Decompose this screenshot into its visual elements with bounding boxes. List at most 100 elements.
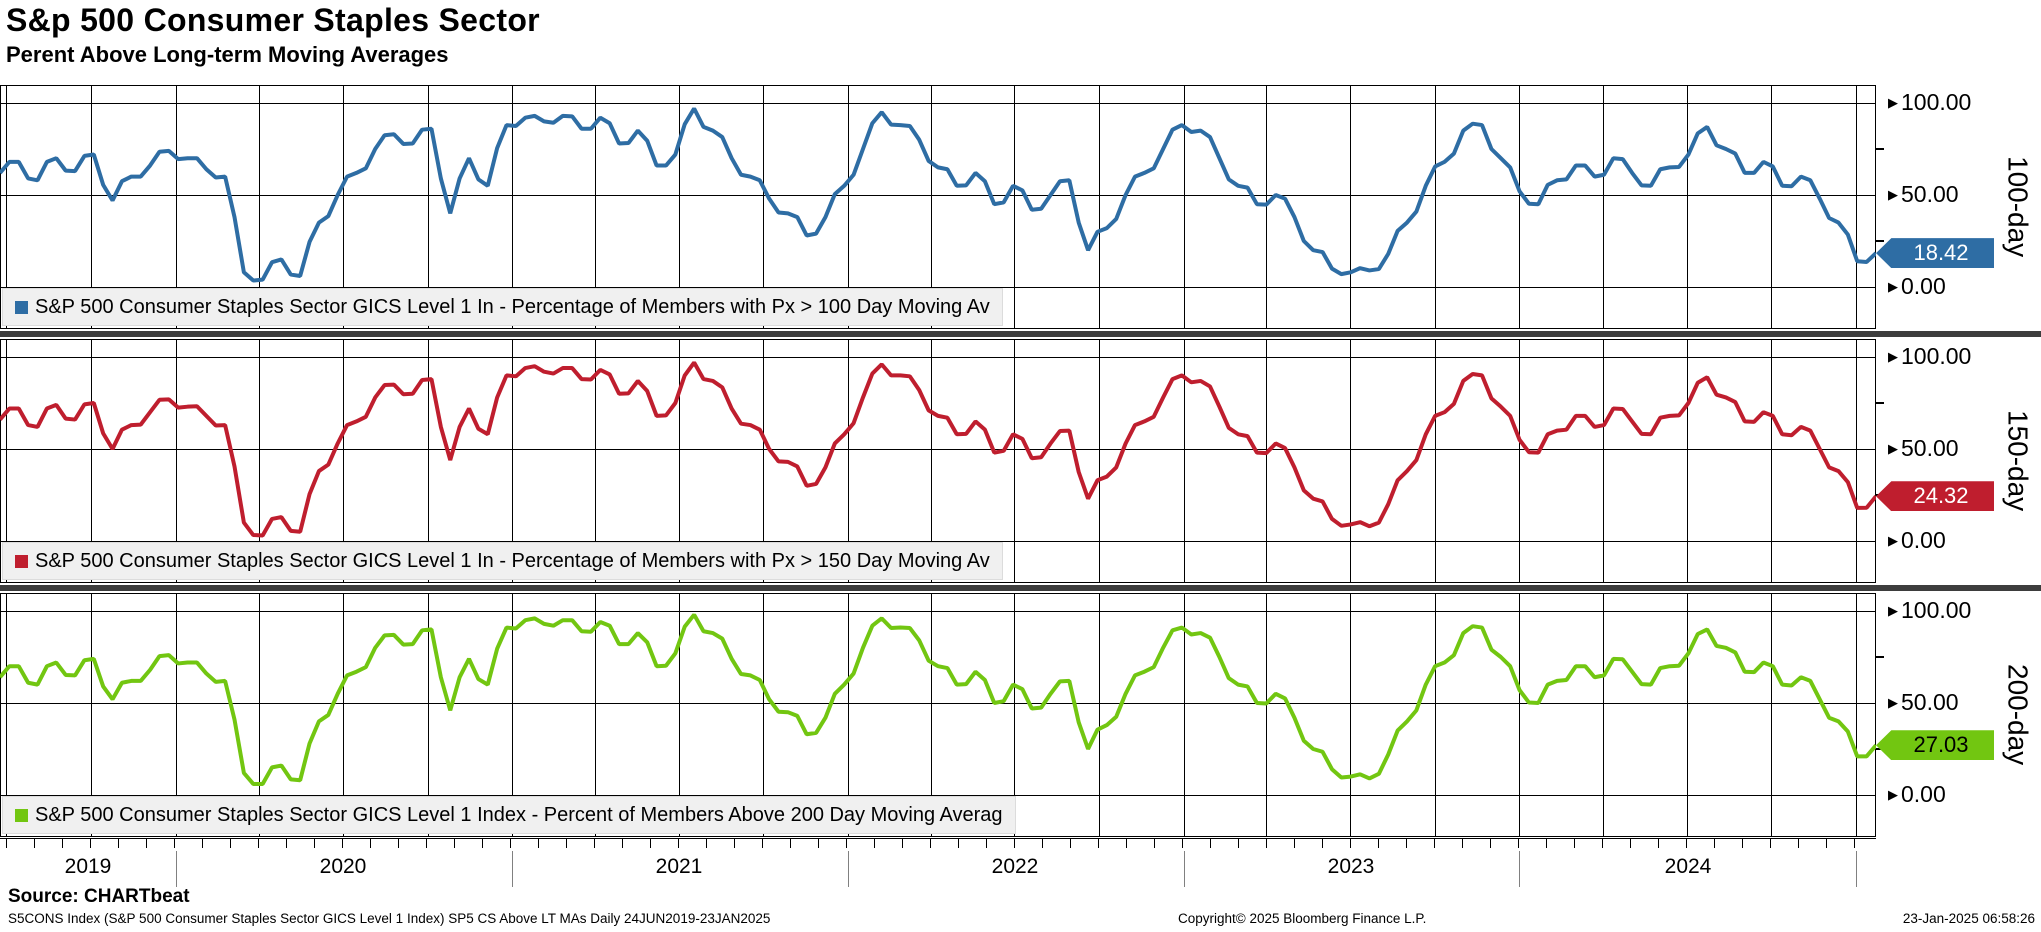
- month-tick: [1854, 839, 1855, 848]
- last-value-tag-150-day[interactable]: 24.32: [1876, 481, 1994, 512]
- month-tick: [762, 839, 763, 848]
- month-tick: [1322, 839, 1323, 848]
- plot-area-100-day[interactable]: S&P 500 Consumer Staples Sector GICS Lev…: [0, 85, 1876, 329]
- month-tick: [1266, 839, 1267, 848]
- panel-axis-title-150-day: 150-day: [2002, 410, 2034, 512]
- y-tick-100: ▶ 100.00: [1888, 89, 1972, 115]
- month-tick: [426, 839, 427, 848]
- minor-tick: [1876, 148, 1884, 150]
- month-tick: [706, 839, 707, 848]
- last-value-tag-200-day[interactable]: 27.03: [1876, 730, 1994, 761]
- legend-label: S&P 500 Consumer Staples Sector GICS Lev…: [35, 803, 1003, 826]
- month-tick: [538, 839, 539, 848]
- month-tick: [846, 839, 847, 848]
- year-separator: [1856, 851, 1857, 887]
- month-tick: [1378, 839, 1379, 848]
- tick-arrow-icon: ▶: [1888, 441, 1898, 456]
- ticker-description: S5CONS Index (S&P 500 Consumer Staples S…: [8, 911, 771, 926]
- month-tick: [1098, 839, 1099, 848]
- month-tick: [1630, 839, 1631, 848]
- year-separator: [1519, 851, 1520, 887]
- panel-100-day: S&P 500 Consumer Staples Sector GICS Lev…: [0, 85, 2041, 329]
- legend-label: S&P 500 Consumer Staples Sector GICS Lev…: [35, 295, 990, 318]
- month-tick: [874, 839, 875, 848]
- legend-swatch-green: [15, 808, 28, 822]
- tick-arrow-icon: ▶: [1888, 787, 1898, 802]
- month-tick: [930, 839, 931, 848]
- chart-title: S&p 500 Consumer Staples Sector: [6, 2, 540, 38]
- minor-tick: [1876, 656, 1884, 658]
- month-tick: [986, 839, 987, 848]
- month-tick: [1518, 839, 1519, 848]
- month-tick: [902, 839, 903, 848]
- month-tick: [1658, 839, 1659, 848]
- month-tick: [622, 839, 623, 848]
- month-tick: [370, 839, 371, 848]
- last-value-tag-100-day[interactable]: 18.42: [1876, 238, 1994, 269]
- year-separator: [512, 851, 513, 887]
- panel-150-day: S&P 500 Consumer Staples Sector GICS Lev…: [0, 339, 2041, 583]
- year-separator: [1184, 851, 1185, 887]
- month-tick: [1770, 839, 1771, 848]
- x-axis-year-label: 2019: [64, 855, 112, 878]
- month-tick: [1350, 839, 1351, 848]
- month-tick: [1294, 839, 1295, 848]
- month-tick: [790, 839, 791, 848]
- x-axis-year-label: 2022: [991, 855, 1039, 878]
- month-tick: [258, 839, 259, 848]
- month-tick: [1434, 839, 1435, 848]
- month-tick: [90, 839, 91, 848]
- month-tick: [454, 839, 455, 848]
- month-tick: [1406, 839, 1407, 848]
- month-tick: [1154, 839, 1155, 848]
- y-tick-50: ▶ 50.00: [1888, 181, 1959, 207]
- month-tick: [1210, 839, 1211, 848]
- tick-arrow-icon: ▶: [1888, 695, 1898, 710]
- month-tick: [1826, 839, 1827, 848]
- x-axis: 2019 2020 2021 2022 2023 2024: [0, 838, 1876, 887]
- y-tick-100: ▶ 100.00: [1888, 597, 1972, 623]
- copyright-notice: Copyright© 2025 Bloomberg Finance L.P.: [1178, 911, 1427, 926]
- y-tick-100: ▶ 100.00: [1888, 343, 1972, 369]
- tick-arrow-icon: ▶: [1888, 95, 1898, 110]
- last-value-text: 27.03: [1913, 732, 1969, 758]
- x-axis-year-label: 2023: [1327, 855, 1375, 878]
- month-tick: [1182, 839, 1183, 848]
- plot-area-200-day[interactable]: S&P 500 Consumer Staples Sector GICS Lev…: [0, 593, 1876, 837]
- month-tick: [286, 839, 287, 848]
- month-tick: [118, 839, 119, 848]
- render-timestamp: 23-Jan-2025 06:58:26: [1902, 911, 2035, 926]
- month-tick: [342, 839, 343, 848]
- chart-subtitle: Perent Above Long-term Moving Averages: [6, 42, 449, 67]
- month-tick: [1742, 839, 1743, 848]
- month-tick: [510, 839, 511, 848]
- tick-arrow-icon: ▶: [1888, 533, 1898, 548]
- month-tick: [398, 839, 399, 848]
- plot-area-150-day[interactable]: S&P 500 Consumer Staples Sector GICS Lev…: [0, 339, 1876, 583]
- y-axis-100-day: ▶ 100.00 ▶ 50.00 ▶ 0.00 18.42: [1876, 85, 1994, 329]
- month-tick: [1574, 839, 1575, 848]
- panel-axis-title-100-day: 100-day: [2002, 156, 2034, 258]
- month-tick: [1126, 839, 1127, 848]
- legend-swatch-blue: [15, 300, 28, 314]
- minor-tick: [1876, 240, 1884, 242]
- x-axis-year-label: 2021: [655, 855, 703, 878]
- y-axis-200-day: ▶ 100.00 ▶ 50.00 ▶ 0.00 27.03: [1876, 593, 1994, 837]
- month-tick: [1686, 839, 1687, 848]
- tick-arrow-icon: ▶: [1888, 187, 1898, 202]
- month-tick: [34, 839, 35, 848]
- month-tick: [62, 839, 63, 848]
- month-tick: [1042, 839, 1043, 848]
- tick-arrow-icon: ▶: [1888, 349, 1898, 364]
- year-separator: [176, 851, 177, 887]
- panel-200-day: S&P 500 Consumer Staples Sector GICS Lev…: [0, 593, 2041, 837]
- month-tick: [734, 839, 735, 848]
- last-value-text: 24.32: [1913, 483, 1969, 509]
- last-value-text: 18.42: [1913, 240, 1969, 266]
- month-tick: [958, 839, 959, 848]
- panel-separator: [0, 331, 2041, 337]
- legend-100-day: S&P 500 Consumer Staples Sector GICS Lev…: [2, 288, 1003, 326]
- line-chart-100-day: [0, 85, 1876, 329]
- legend-200-day: S&P 500 Consumer Staples Sector GICS Lev…: [2, 796, 1016, 834]
- month-tick: [594, 839, 595, 848]
